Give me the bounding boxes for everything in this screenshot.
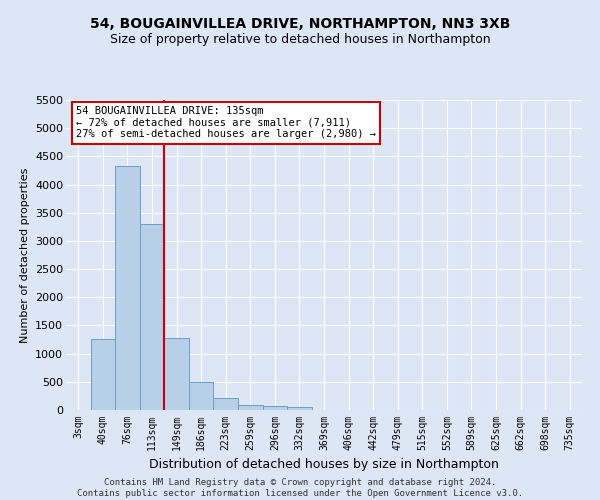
Bar	[115, 166, 140, 410]
X-axis label: Distribution of detached houses by size in Northampton: Distribution of detached houses by size …	[149, 458, 499, 471]
Bar	[238, 405, 263, 410]
Bar	[214, 398, 238, 410]
Bar	[140, 224, 164, 410]
Bar	[164, 338, 189, 410]
Bar	[287, 407, 312, 410]
Text: 54 BOUGAINVILLEA DRIVE: 135sqm
← 72% of detached houses are smaller (7,911)
27% : 54 BOUGAINVILLEA DRIVE: 135sqm ← 72% of …	[76, 106, 376, 140]
Y-axis label: Number of detached properties: Number of detached properties	[20, 168, 29, 342]
Bar	[91, 339, 115, 410]
Text: Size of property relative to detached houses in Northampton: Size of property relative to detached ho…	[110, 32, 490, 46]
Text: Contains HM Land Registry data © Crown copyright and database right 2024.
Contai: Contains HM Land Registry data © Crown c…	[77, 478, 523, 498]
Text: 54, BOUGAINVILLEA DRIVE, NORTHAMPTON, NN3 3XB: 54, BOUGAINVILLEA DRIVE, NORTHAMPTON, NN…	[90, 18, 510, 32]
Bar	[263, 406, 287, 410]
Bar	[189, 382, 214, 410]
